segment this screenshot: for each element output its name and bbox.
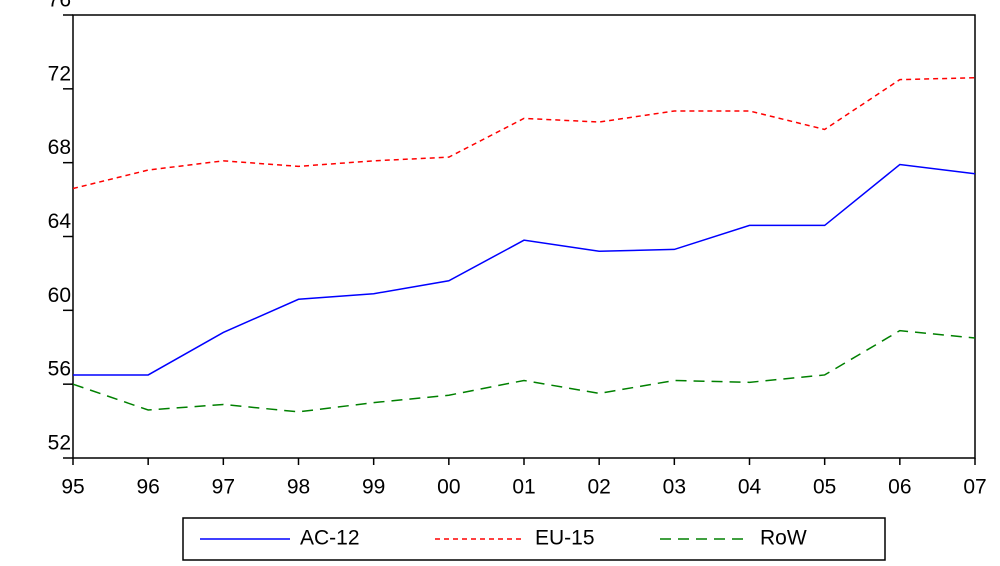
x-tick-label: 05 (813, 476, 836, 499)
x-tick-label: 02 (587, 476, 610, 499)
plot-frame (72, 14, 976, 459)
y-tick-label: 72 (48, 62, 71, 85)
y-tick-label: 68 (48, 136, 71, 159)
y-tick-label: 60 (48, 284, 71, 307)
x-tick-label: 96 (136, 476, 159, 499)
x-tick-label: 03 (663, 476, 686, 499)
legend-label: AC-12 (300, 527, 360, 550)
y-tick-label: 64 (48, 210, 72, 233)
series-line (72, 329, 976, 413)
y-tick-label: 52 (48, 432, 71, 455)
x-tick-label: 04 (738, 476, 762, 499)
x-tick-label: 00 (437, 476, 460, 499)
legend-label: EU-15 (535, 527, 595, 550)
series-line (73, 163, 976, 376)
legend-label: RoW (760, 527, 807, 550)
x-tick-label: 97 (212, 476, 235, 499)
y-tick-label: 56 (48, 358, 71, 381)
series-line (72, 77, 976, 190)
x-tick-label: 06 (888, 476, 911, 499)
legend-box (182, 517, 886, 561)
y-tick-label: 76 (48, 0, 71, 12)
x-tick-label: 98 (287, 476, 310, 499)
x-tick-label: 95 (61, 476, 84, 499)
x-tick-label: 01 (512, 476, 535, 499)
x-tick-label: 99 (362, 476, 385, 499)
x-tick-label: 07 (963, 476, 986, 499)
